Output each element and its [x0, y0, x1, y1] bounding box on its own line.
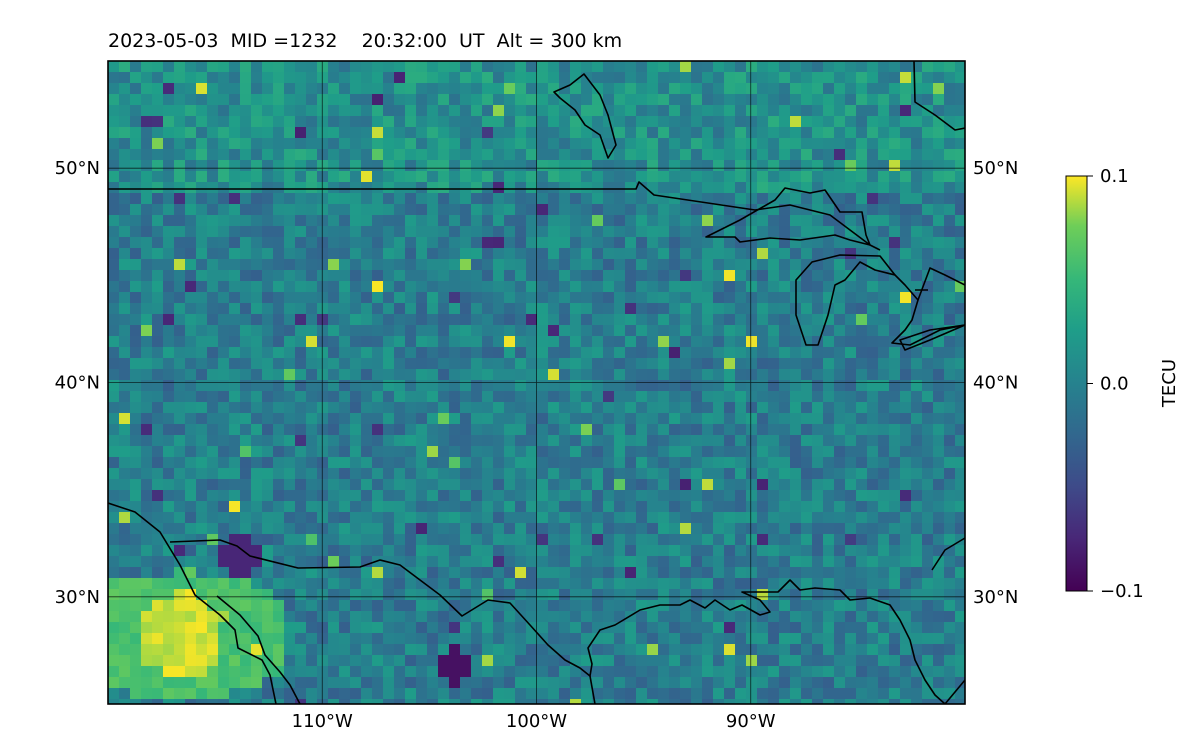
ne-coast: [913, 61, 965, 131]
map-title: 2023-05-03 MID =1232 20:32:00 UT Alt = 3…: [108, 30, 623, 52]
longitude-label: 110°W: [292, 711, 353, 732]
mainland-mexico-coast: [216, 595, 301, 704]
florida-coast: [931, 537, 965, 704]
hudson-coast: [553, 73, 617, 159]
michigan-peninsula: [891, 274, 965, 346]
latitude-label: 30°N: [55, 587, 100, 608]
coastlines: [108, 61, 965, 704]
latitude-labels: 30°N 30°N 40°N 40°N 50°N 50°N: [55, 158, 1019, 608]
map-frame: [107, 60, 966, 705]
latitude-label: 50°N: [55, 158, 100, 179]
us-mexico-border: [169, 539, 946, 704]
latitude-label: 50°N: [973, 158, 1018, 179]
colorbar-ticks: 0.1 0.0 −0.1: [1087, 166, 1144, 602]
baja-coast: [108, 502, 277, 704]
tec-field: [108, 61, 965, 704]
colorbar: [1065, 175, 1088, 592]
longitude-labels: 110°W 100°W 90°W: [292, 711, 776, 732]
colorbar-tick-label: 0.0: [1100, 374, 1129, 395]
graticule: [108, 61, 965, 704]
longitude-label: 100°W: [506, 711, 567, 732]
lake-erie: [899, 324, 965, 351]
latitude-label: 40°N: [973, 373, 1018, 394]
us-canada-border: [108, 181, 881, 251]
colorbar-label: TECU: [1159, 359, 1180, 408]
lake-michigan: [795, 254, 896, 346]
colorbar-tick-label: −0.1: [1100, 581, 1144, 602]
latitude-label: 30°N: [973, 587, 1018, 608]
lake-superior: [705, 187, 871, 246]
longitude-label: 90°W: [726, 711, 776, 732]
mexico-gulf-coast: [589, 675, 596, 704]
lake-huron: [915, 267, 965, 301]
colorbar-tick-label: 0.1: [1100, 166, 1129, 187]
latitude-label: 40°N: [55, 373, 100, 394]
